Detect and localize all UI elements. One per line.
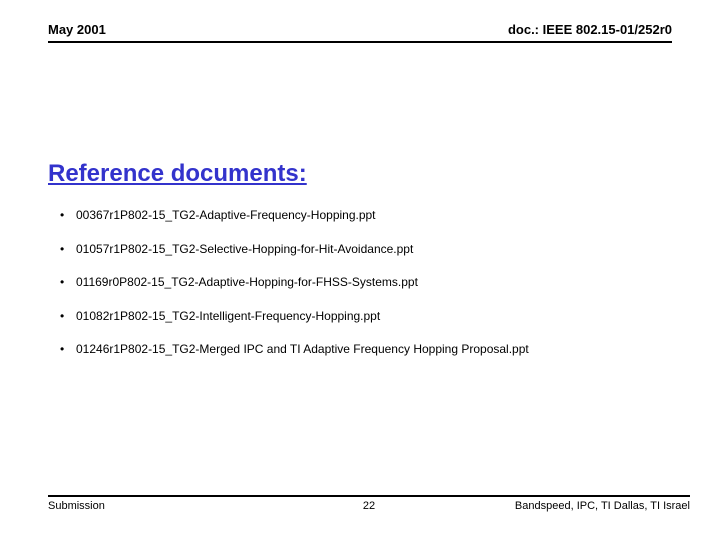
footer-rule <box>48 495 690 497</box>
reference-list: 00367r1P802-15_TG2-Adaptive-Frequency-Ho… <box>48 208 690 358</box>
list-item: 00367r1P802-15_TG2-Adaptive-Frequency-Ho… <box>48 208 690 224</box>
header-doc-ref: doc.: IEEE 802.15-01/252r0 <box>508 22 672 37</box>
slide-header: May 2001 doc.: IEEE 802.15-01/252r0 <box>48 22 672 43</box>
footer-page-number: 22 <box>363 500 375 512</box>
slide-title: Reference documents: <box>48 160 690 188</box>
header-row: May 2001 doc.: IEEE 802.15-01/252r0 <box>48 22 672 43</box>
header-date: May 2001 <box>48 22 106 37</box>
slide-content: Reference documents: 00367r1P802-15_TG2-… <box>48 160 690 376</box>
slide-page: May 2001 doc.: IEEE 802.15-01/252r0 Refe… <box>0 0 720 540</box>
slide-footer: Submission 22 Bandspeed, IPC, TI Dallas,… <box>48 495 690 512</box>
footer-row: Submission 22 Bandspeed, IPC, TI Dallas,… <box>48 500 690 512</box>
list-item: 01246r1P802-15_TG2-Merged IPC and TI Ada… <box>48 342 690 358</box>
list-item: 01082r1P802-15_TG2-Intelligent-Frequency… <box>48 309 690 325</box>
list-item: 01169r0P802-15_TG2-Adaptive-Hopping-for-… <box>48 275 690 291</box>
footer-authors: Bandspeed, IPC, TI Dallas, TI Israel <box>515 500 690 512</box>
list-item: 01057r1P802-15_TG2-Selective-Hopping-for… <box>48 242 690 258</box>
footer-left: Submission <box>48 500 105 512</box>
